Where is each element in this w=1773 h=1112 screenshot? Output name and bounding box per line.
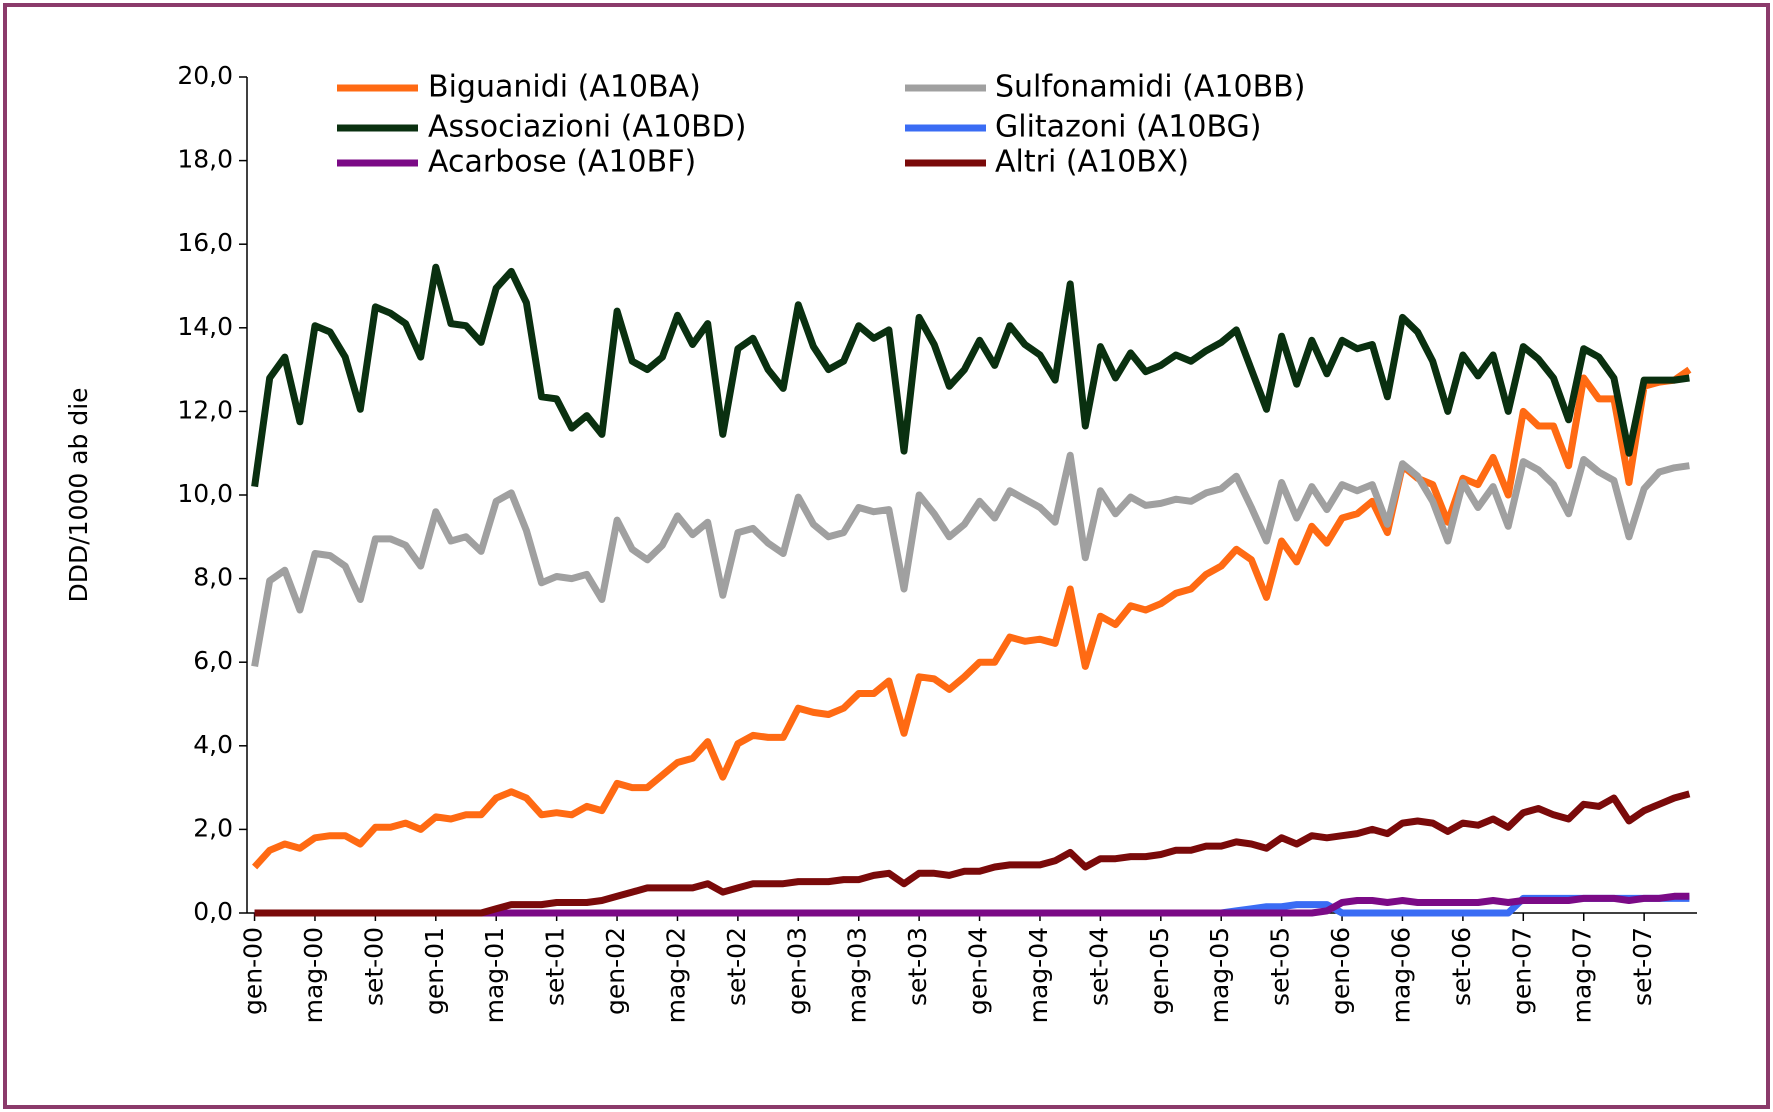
y-tick-label: 14,0: [177, 312, 233, 341]
legend-label: Acarbose (A10BF): [428, 145, 696, 180]
chart-frame: [3, 3, 1770, 1109]
x-tick-label: set-00: [359, 927, 388, 1006]
x-tick-label: mag-04: [1024, 927, 1053, 1023]
y-tick-label: 2,0: [193, 813, 233, 842]
x-tick-label: set-02: [722, 927, 751, 1006]
y-tick-label: 4,0: [193, 730, 233, 759]
x-tick-label: mag-03: [843, 927, 872, 1023]
x-tick-label: set-04: [1084, 927, 1113, 1006]
y-tick-label: 20,0: [177, 61, 233, 90]
x-tick-label: gen-05: [1145, 927, 1174, 1015]
x-tick-label: gen-01: [420, 927, 449, 1015]
x-tick-label: mag-07: [1568, 927, 1597, 1023]
x-tick-label: mag-00: [299, 927, 328, 1023]
y-tick-label: 0,0: [193, 897, 233, 926]
x-tick-label: set-05: [1266, 927, 1295, 1006]
x-tick-label: gen-04: [964, 927, 993, 1015]
legend-label: Sulfonamidi (A10BB): [995, 70, 1305, 105]
series-line: [252, 366, 1692, 870]
x-tick-label: gen-07: [1507, 927, 1536, 1015]
series-line: [251, 263, 1690, 488]
x-tick-label: mag-02: [661, 927, 690, 1023]
y-axis-label: DDD/1000 ab die: [64, 387, 93, 602]
x-tick-label: set-06: [1447, 927, 1476, 1006]
y-tick-label: 12,0: [177, 395, 233, 424]
y-tick-label: 6,0: [193, 646, 233, 675]
legend-label: Altri (A10BX): [995, 145, 1189, 180]
x-tick-label: gen-06: [1326, 927, 1355, 1015]
series-line: [254, 790, 1691, 917]
legend-label: Glitazoni (A10BG): [995, 110, 1261, 145]
x-tick-label: set-07: [1628, 927, 1657, 1006]
y-tick-label: 16,0: [177, 228, 233, 257]
x-tick-label: set-01: [541, 927, 570, 1006]
x-tick-label: set-03: [903, 927, 932, 1006]
x-tick-label: mag-05: [1205, 927, 1234, 1023]
y-tick-label: 18,0: [177, 145, 233, 174]
x-tick-label: gen-02: [601, 927, 630, 1015]
x-tick-label: mag-01: [480, 927, 509, 1023]
legend-label: Associazioni (A10BD): [428, 110, 746, 145]
x-tick-label: mag-06: [1386, 927, 1415, 1023]
x-tick-label: gen-00: [239, 927, 268, 1015]
y-tick-label: 8,0: [193, 563, 233, 592]
series-line: [251, 451, 1690, 668]
y-tick-label: 10,0: [177, 479, 233, 508]
legend-label: Biguanidi (A10BA): [428, 70, 701, 105]
x-tick-label: gen-03: [782, 927, 811, 1015]
